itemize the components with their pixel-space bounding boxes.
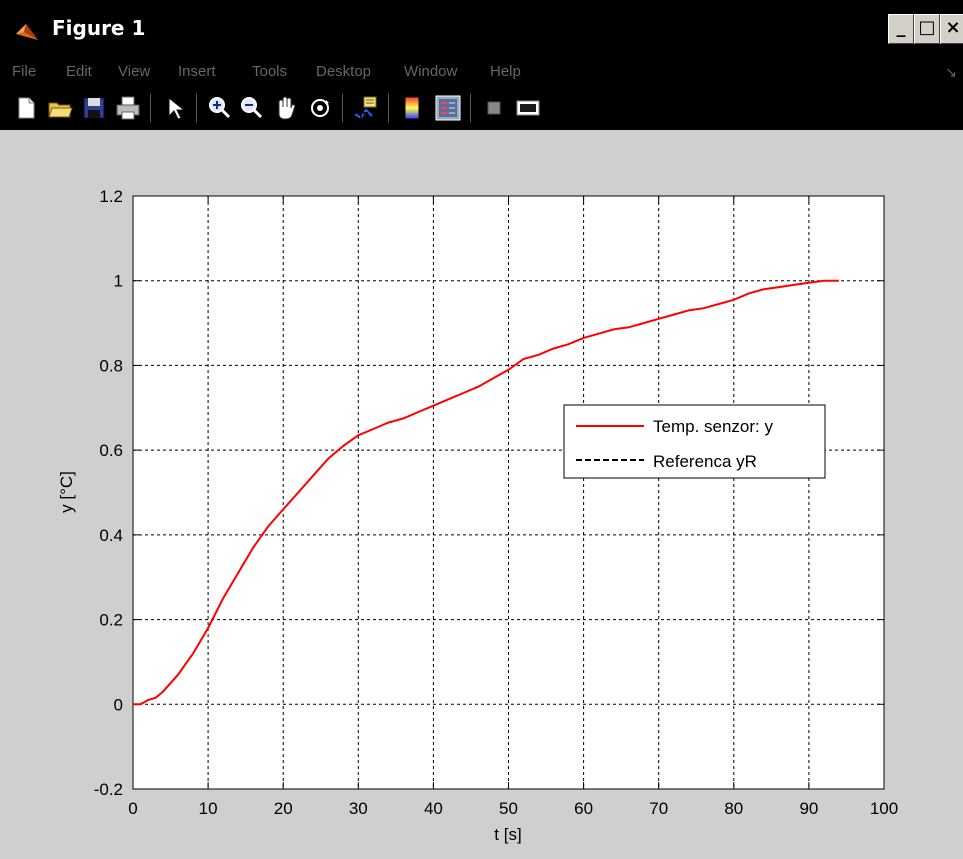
x-tick-label: 20 <box>274 799 293 818</box>
legend: Temp. senzor: y Referenca yR <box>563 404 826 479</box>
maximize-button[interactable]: □ <box>914 14 940 44</box>
zoom-in-icon[interactable] <box>206 94 234 122</box>
print-icon[interactable] <box>114 94 142 122</box>
edit-plot-arrow-icon[interactable] <box>160 94 188 122</box>
toolbar-separator <box>470 94 471 122</box>
menu-help[interactable]: Help <box>490 63 521 80</box>
menu-window[interactable]: Window <box>404 63 458 80</box>
x-axis-label: t [s] <box>494 825 521 844</box>
figure-background <box>0 130 963 140</box>
window-title: Figure 1 <box>52 16 146 40</box>
grid-lines <box>133 196 884 789</box>
y-tick-label: 0.8 <box>99 356 123 375</box>
title-bar: Figure 1 _ □ × <box>0 0 963 60</box>
x-tick-label: 50 <box>499 799 518 818</box>
data-cursor-icon[interactable] <box>352 94 380 122</box>
axis-ticks <box>132 195 885 790</box>
menu-view[interactable]: View <box>118 63 151 80</box>
toolbar-separator <box>150 94 151 122</box>
x-tick-label: 30 <box>349 799 368 818</box>
menu-file[interactable]: File <box>12 63 37 80</box>
save-icon[interactable] <box>80 94 108 122</box>
menu-insert[interactable]: Insert <box>178 63 216 80</box>
y-tick-label: 1 <box>114 272 123 291</box>
x-tick-label: 0 <box>128 799 137 818</box>
legend-label-referenca: Referenca yR <box>653 452 757 471</box>
pan-hand-icon[interactable] <box>272 94 300 122</box>
y-tick-label: 0 <box>114 695 123 714</box>
figure-canvas: 0 10 20 30 40 50 60 70 80 90 100 -0.2 0 0.2 0.4 0.6 0.8… <box>57 187 898 844</box>
colorbar-icon[interactable] <box>398 94 426 122</box>
menu-overflow-icon[interactable]: ↘ <box>945 64 957 80</box>
x-tick-label: 70 <box>649 799 668 818</box>
x-tick-label: 40 <box>424 799 443 818</box>
zoom-out-icon[interactable] <box>238 94 266 122</box>
y-tick-labels: -0.2 0 0.2 0.4 0.6 0.8 1 1.2 <box>94 187 123 799</box>
x-tick-labels: 0 10 20 30 40 50 60 70 80 90 100 <box>128 799 898 818</box>
menu-tools[interactable]: Tools <box>252 63 288 80</box>
x-tick-label: 80 <box>724 799 743 818</box>
matlab-logo-icon <box>16 24 38 40</box>
legend-label-temp-senzor: Temp. senzor: y <box>653 417 773 436</box>
toolbar-separator <box>388 94 389 122</box>
y-tick-label: 0.4 <box>99 526 123 545</box>
y-tick-label: -0.2 <box>94 780 123 799</box>
legend-box <box>563 404 826 479</box>
x-tick-label: 10 <box>199 799 218 818</box>
series-line-temp-senzor <box>133 279 839 706</box>
x-tick-label: 100 <box>870 799 898 818</box>
minimize-button[interactable]: _ <box>888 14 914 44</box>
y-tick-label: 1.2 <box>99 187 123 206</box>
menu-edit[interactable]: Edit <box>66 63 92 80</box>
show-plot-tools-icon[interactable] <box>514 94 542 122</box>
y-tick-label: 0.2 <box>99 611 123 630</box>
rotate-3d-icon[interactable] <box>306 94 334 122</box>
toolbar-separator <box>196 94 197 122</box>
menu-bar: File Edit View Insert Tools Desktop Wind… <box>0 60 963 86</box>
y-tick-label: 0.6 <box>99 441 123 460</box>
x-tick-label: 60 <box>574 799 593 818</box>
menu-desktop[interactable]: Desktop <box>316 63 372 80</box>
toolbar-separator <box>342 94 343 122</box>
legend-icon[interactable] <box>434 94 462 122</box>
new-figure-icon[interactable] <box>12 94 40 122</box>
hide-plot-tools-icon[interactable] <box>480 94 508 122</box>
y-axis-label: y [°C] <box>57 471 76 513</box>
close-button[interactable]: × <box>940 14 963 44</box>
x-tick-label: 90 <box>799 799 818 818</box>
open-file-icon[interactable] <box>46 94 74 122</box>
toolbar <box>0 86 963 130</box>
